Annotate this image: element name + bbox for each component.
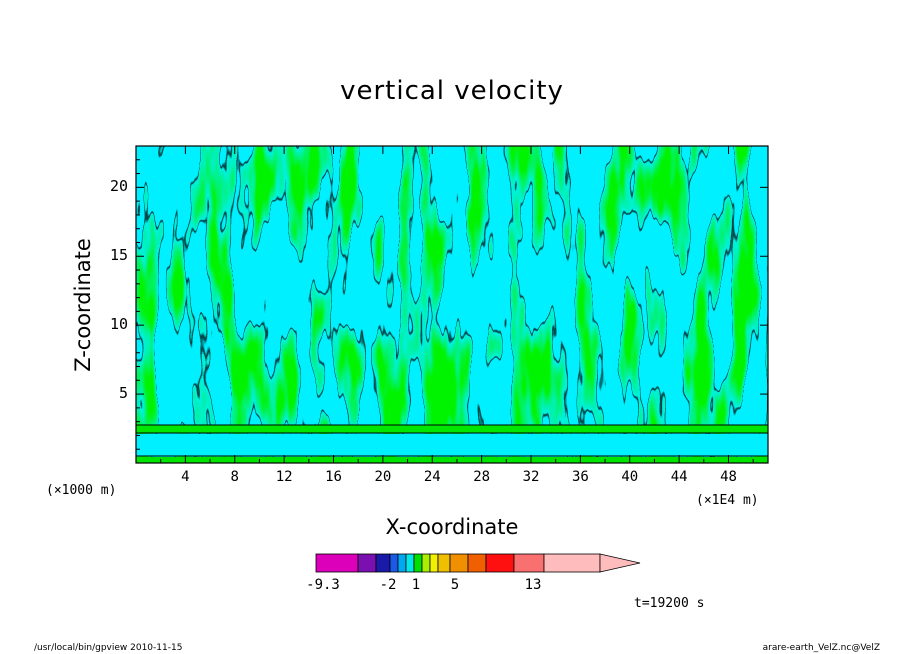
low-level-positive-band <box>136 425 768 433</box>
colorbar-segment <box>467 553 487 573</box>
x-tick-label: 36 <box>571 469 589 485</box>
y-axis-label: Z-coordinate <box>71 238 95 372</box>
surface-positive-band <box>136 457 768 463</box>
colorbar-arrow <box>599 553 641 573</box>
x-tick-label: 28 <box>473 469 491 485</box>
y-tick-label: 5 <box>118 384 128 403</box>
x-tick-label: 48 <box>720 469 737 485</box>
colorbar-segment <box>405 553 415 573</box>
x-unit-note: (×1E4 m) <box>696 493 759 508</box>
colorbar-tick-label: 5 <box>450 577 460 593</box>
colorbar <box>315 553 641 573</box>
x-tick-label: 20 <box>374 469 392 485</box>
y-tick-label: 20 <box>109 177 128 196</box>
x-tick-label: 44 <box>670 469 688 485</box>
colorbar-tick-label: -9.3 <box>306 577 340 593</box>
colorbar-segment <box>397 553 407 573</box>
colorbar-segment <box>375 553 391 573</box>
colorbar-tick-label: 1 <box>411 577 421 593</box>
colorbar-segment <box>543 553 601 573</box>
contour-lines <box>136 146 768 463</box>
x-tick-label: 40 <box>621 469 639 485</box>
colorbar-segment <box>449 553 469 573</box>
x-tick-label: 32 <box>522 469 540 485</box>
colorbar-segment <box>315 553 359 573</box>
x-tick-label: 16 <box>325 469 342 485</box>
colorbar-segment <box>413 553 423 573</box>
y-tick-label: 10 <box>109 315 128 334</box>
x-scale-note: (×1000 m) <box>46 483 117 498</box>
chart-title: vertical velocity <box>340 76 564 106</box>
x-tick-label: 12 <box>275 469 293 485</box>
x-tick-label: 8 <box>230 469 239 485</box>
x-tick-label: 4 <box>181 469 190 485</box>
colorbar-segment <box>437 553 451 573</box>
x-tick-label: 24 <box>423 469 441 485</box>
surface-negative-band <box>136 434 768 456</box>
colorbar-segment <box>485 553 515 573</box>
colorbar-segment <box>421 553 431 573</box>
plot-frame <box>135 145 769 464</box>
colorbar-segment <box>389 553 399 573</box>
colorbar-segment <box>513 553 545 573</box>
colorbar-segment <box>357 553 377 573</box>
x-axis-label: X-coordinate <box>385 515 519 539</box>
y-tick-label: 15 <box>109 246 128 265</box>
colorbar-tick-label: 13 <box>524 577 542 593</box>
footer-right: arare-earth_VelZ.nc@VelZ <box>762 643 880 653</box>
time-label: t=19200 s <box>634 596 705 611</box>
colorbar-tick-label: -2 <box>379 577 397 593</box>
contour-field <box>136 146 768 463</box>
colorbar-segment <box>429 553 439 573</box>
footer-left: /usr/local/bin/gpview 2010-11-15 <box>34 643 183 653</box>
axes <box>136 146 768 463</box>
